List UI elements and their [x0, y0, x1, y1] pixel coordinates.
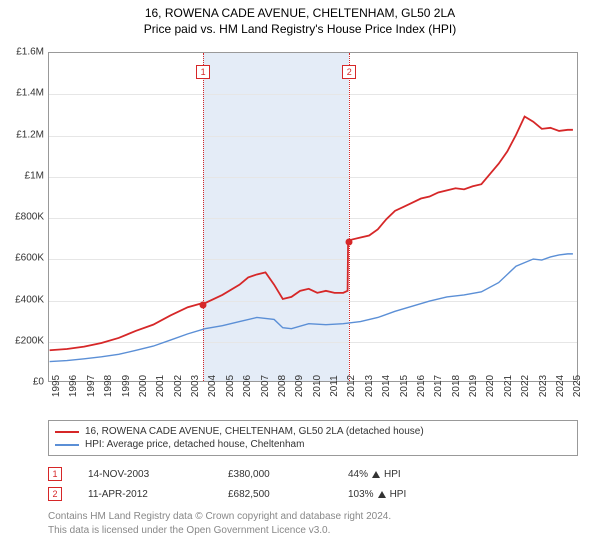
sale-row: 1 14-NOV-2003 £380,000 44% HPI — [48, 464, 458, 484]
x-tick-label: 2016 — [416, 375, 427, 397]
sale-marker-box: 1 — [48, 467, 62, 481]
sale-hpi-pct: 44% — [348, 469, 368, 480]
y-tick-label: £0 — [4, 377, 44, 388]
legend-swatch — [55, 431, 79, 433]
y-tick-label: £1.4M — [4, 88, 44, 99]
legend-label: 16, ROWENA CADE AVENUE, CHELTENHAM, GL50… — [85, 426, 424, 437]
x-tick-label: 2015 — [399, 375, 410, 397]
x-tick-label: 2005 — [225, 375, 236, 397]
x-tick-label: 2008 — [277, 375, 288, 397]
x-tick-label: 2013 — [364, 375, 375, 397]
sale-date: 14-NOV-2003 — [88, 469, 228, 480]
sale-hpi-suffix: HPI — [384, 469, 401, 480]
sale-hpi-suffix: HPI — [390, 489, 407, 500]
x-tick-label: 2007 — [260, 375, 271, 397]
footer-line1: Contains HM Land Registry data © Crown c… — [48, 510, 391, 524]
x-tick-label: 2021 — [503, 375, 514, 397]
y-tick-label: £1.2M — [4, 129, 44, 140]
legend-item: 16, ROWENA CADE AVENUE, CHELTENHAM, GL50… — [55, 425, 571, 438]
sale-price: £682,500 — [228, 489, 348, 500]
y-tick-label: £600K — [4, 253, 44, 264]
x-tick-label: 2017 — [433, 375, 444, 397]
sale-marker-box: 2 — [48, 487, 62, 501]
x-tick-label: 2001 — [155, 375, 166, 397]
x-tick-label: 2000 — [138, 375, 149, 397]
x-tick-label: 2003 — [190, 375, 201, 397]
sale-price: £380,000 — [228, 469, 348, 480]
series-price_paid — [50, 117, 573, 351]
chart-container: 16, ROWENA CADE AVENUE, CHELTENHAM, GL50… — [0, 0, 600, 560]
y-tick-label: £200K — [4, 335, 44, 346]
line-series-svg — [49, 53, 577, 381]
x-tick-label: 2022 — [520, 375, 531, 397]
sale-row: 2 11-APR-2012 £682,500 103% HPI — [48, 484, 458, 504]
sales-table: 1 14-NOV-2003 £380,000 44% HPI 2 11-APR-… — [48, 464, 458, 504]
x-tick-label: 2018 — [451, 375, 462, 397]
y-tick-label: £1.6M — [4, 47, 44, 58]
x-tick-label: 1995 — [51, 375, 62, 397]
x-tick-label: 1997 — [86, 375, 97, 397]
sale-hpi: 44% HPI — [348, 469, 458, 480]
arrow-up-icon — [378, 491, 386, 498]
x-tick-label: 2010 — [312, 375, 323, 397]
x-tick-label: 2004 — [207, 375, 218, 397]
x-tick-label: 1998 — [103, 375, 114, 397]
x-tick-label: 2019 — [468, 375, 479, 397]
x-tick-label: 2020 — [485, 375, 496, 397]
series-hpi — [50, 254, 573, 362]
title-block: 16, ROWENA CADE AVENUE, CHELTENHAM, GL50… — [0, 0, 600, 36]
footer-attribution: Contains HM Land Registry data © Crown c… — [48, 510, 391, 537]
arrow-up-icon — [372, 471, 380, 478]
y-tick-label: £1M — [4, 170, 44, 181]
y-tick-label: £400K — [4, 294, 44, 305]
legend-swatch — [55, 444, 79, 446]
y-tick-label: £800K — [4, 212, 44, 223]
footer-line2: This data is licensed under the Open Gov… — [48, 524, 391, 538]
title-line2: Price paid vs. HM Land Registry's House … — [0, 22, 600, 36]
chart-plot-area: 12 — [48, 52, 578, 382]
x-tick-label: 2014 — [381, 375, 392, 397]
x-tick-label: 2025 — [572, 375, 583, 397]
x-tick-label: 2002 — [173, 375, 184, 397]
x-tick-label: 2023 — [538, 375, 549, 397]
x-tick-label: 1996 — [68, 375, 79, 397]
sale-hpi-pct: 103% — [348, 489, 374, 500]
x-tick-label: 1999 — [121, 375, 132, 397]
legend-label: HPI: Average price, detached house, Chel… — [85, 439, 304, 450]
title-line1: 16, ROWENA CADE AVENUE, CHELTENHAM, GL50… — [0, 6, 600, 20]
x-tick-label: 2006 — [242, 375, 253, 397]
legend-item: HPI: Average price, detached house, Chel… — [55, 438, 571, 451]
sale-hpi: 103% HPI — [348, 489, 458, 500]
x-tick-label: 2012 — [346, 375, 357, 397]
sale-date: 11-APR-2012 — [88, 489, 228, 500]
x-tick-label: 2024 — [555, 375, 566, 397]
legend: 16, ROWENA CADE AVENUE, CHELTENHAM, GL50… — [48, 420, 578, 456]
x-tick-label: 2011 — [329, 375, 340, 397]
x-tick-label: 2009 — [294, 375, 305, 397]
